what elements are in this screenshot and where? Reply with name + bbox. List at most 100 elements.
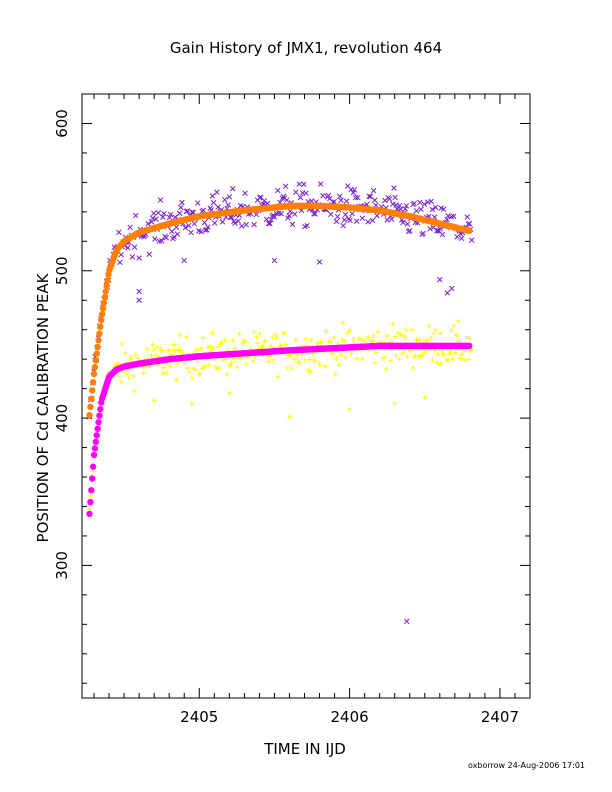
data-point-x	[136, 297, 142, 303]
data-point-plus	[456, 338, 462, 344]
data-point-plus	[429, 357, 435, 363]
fit-curve-point	[95, 419, 102, 426]
data-point-plus	[403, 327, 409, 333]
data-point-x	[403, 618, 410, 625]
data-point-plus	[296, 360, 302, 366]
data-point-plus	[393, 353, 399, 358]
x-tick-label: 2407	[481, 708, 519, 726]
data-point-plus	[205, 345, 211, 350]
data-point-plus	[305, 368, 311, 374]
data-point-x	[129, 254, 136, 260]
data-point-x	[450, 213, 457, 219]
data-point-x	[444, 290, 451, 296]
data-point-x	[411, 200, 417, 207]
data-point-plus	[167, 364, 172, 369]
data-point-plus	[275, 374, 281, 380]
fit-curve-point	[98, 316, 105, 324]
data-point-x	[413, 207, 420, 214]
data-point-x	[304, 222, 310, 229]
data-point-plus	[222, 337, 228, 343]
fit-curve-point	[91, 445, 99, 452]
data-point-plus	[128, 354, 134, 360]
data-point-plus	[288, 365, 294, 371]
data-point-plus	[133, 352, 139, 358]
data-point-x	[388, 216, 395, 223]
data-point-x	[178, 204, 184, 211]
data-point-plus	[309, 337, 315, 343]
data-point-plus	[123, 350, 128, 356]
data-point-plus	[163, 370, 169, 375]
data-point-plus	[194, 347, 200, 353]
data-point-plus	[347, 406, 352, 412]
data-point-plus	[211, 345, 216, 351]
data-point-plus	[150, 342, 156, 348]
data-point-plus	[119, 341, 125, 347]
fit-curve-point	[93, 350, 100, 357]
data-point-plus	[141, 370, 147, 376]
data-point-plus	[347, 327, 353, 333]
data-point-x	[293, 189, 299, 195]
data-point-x	[396, 202, 403, 209]
data-point-plus	[189, 400, 195, 406]
data-point-plus	[151, 347, 157, 353]
fit-curve-point	[94, 343, 101, 351]
data-point-x	[152, 236, 158, 242]
data-point-plus	[302, 357, 308, 363]
data-point-x	[437, 276, 443, 283]
data-point-x	[278, 210, 284, 217]
data-point-x	[337, 193, 343, 199]
data-point-plus	[269, 334, 275, 340]
data-point-plus	[200, 335, 206, 341]
data-point-plus	[362, 338, 368, 344]
data-point-x	[205, 224, 211, 230]
data-point-plus	[223, 356, 229, 362]
data-point-x	[275, 187, 281, 194]
fit-curve-point	[86, 510, 93, 518]
data-point-x	[353, 218, 360, 224]
fit-curve-point	[97, 405, 104, 413]
fit-curve-point	[103, 282, 110, 290]
data-point-plus	[458, 356, 463, 361]
data-point-plus	[410, 365, 416, 371]
data-point-x	[406, 227, 413, 234]
data-point-x	[289, 221, 296, 228]
data-point-x	[271, 214, 278, 220]
data-point-plus	[216, 365, 222, 371]
data-point-plus	[461, 348, 467, 354]
data-point-x	[440, 206, 447, 212]
data-point-x	[316, 259, 323, 265]
data-point-x	[169, 228, 175, 235]
data-point-plus	[237, 331, 242, 337]
data-point-x	[145, 221, 151, 227]
data-point-plus	[415, 338, 421, 344]
fit-curve-point	[87, 498, 94, 506]
data-point-plus	[428, 335, 434, 341]
data-point-x	[300, 181, 307, 188]
data-point-plus	[330, 351, 336, 356]
fit-curve-point	[466, 227, 473, 235]
fit-curve-point	[89, 387, 96, 394]
y-tick-label: 400	[53, 404, 71, 433]
data-point-x	[166, 214, 173, 221]
data-point-plus	[154, 344, 160, 350]
data-point-plus	[214, 366, 220, 372]
fit-curve-point	[101, 293, 109, 301]
data-point-plus	[274, 335, 280, 341]
data-point-plus	[319, 339, 325, 344]
data-point-x	[359, 215, 366, 222]
data-point-plus	[335, 340, 340, 346]
data-point-x	[153, 216, 159, 222]
data-point-plus	[189, 375, 195, 381]
data-point-x	[132, 212, 139, 219]
data-point-x	[333, 218, 340, 225]
data-point-x	[163, 234, 169, 241]
data-point-x	[198, 228, 204, 235]
data-point-x	[261, 198, 268, 204]
data-point-plus	[449, 327, 454, 333]
data-point-plus	[436, 361, 442, 367]
data-point-plus	[423, 349, 428, 355]
data-point-x	[347, 217, 353, 224]
data-point-x	[191, 220, 198, 227]
axis-ticks	[82, 93, 531, 698]
